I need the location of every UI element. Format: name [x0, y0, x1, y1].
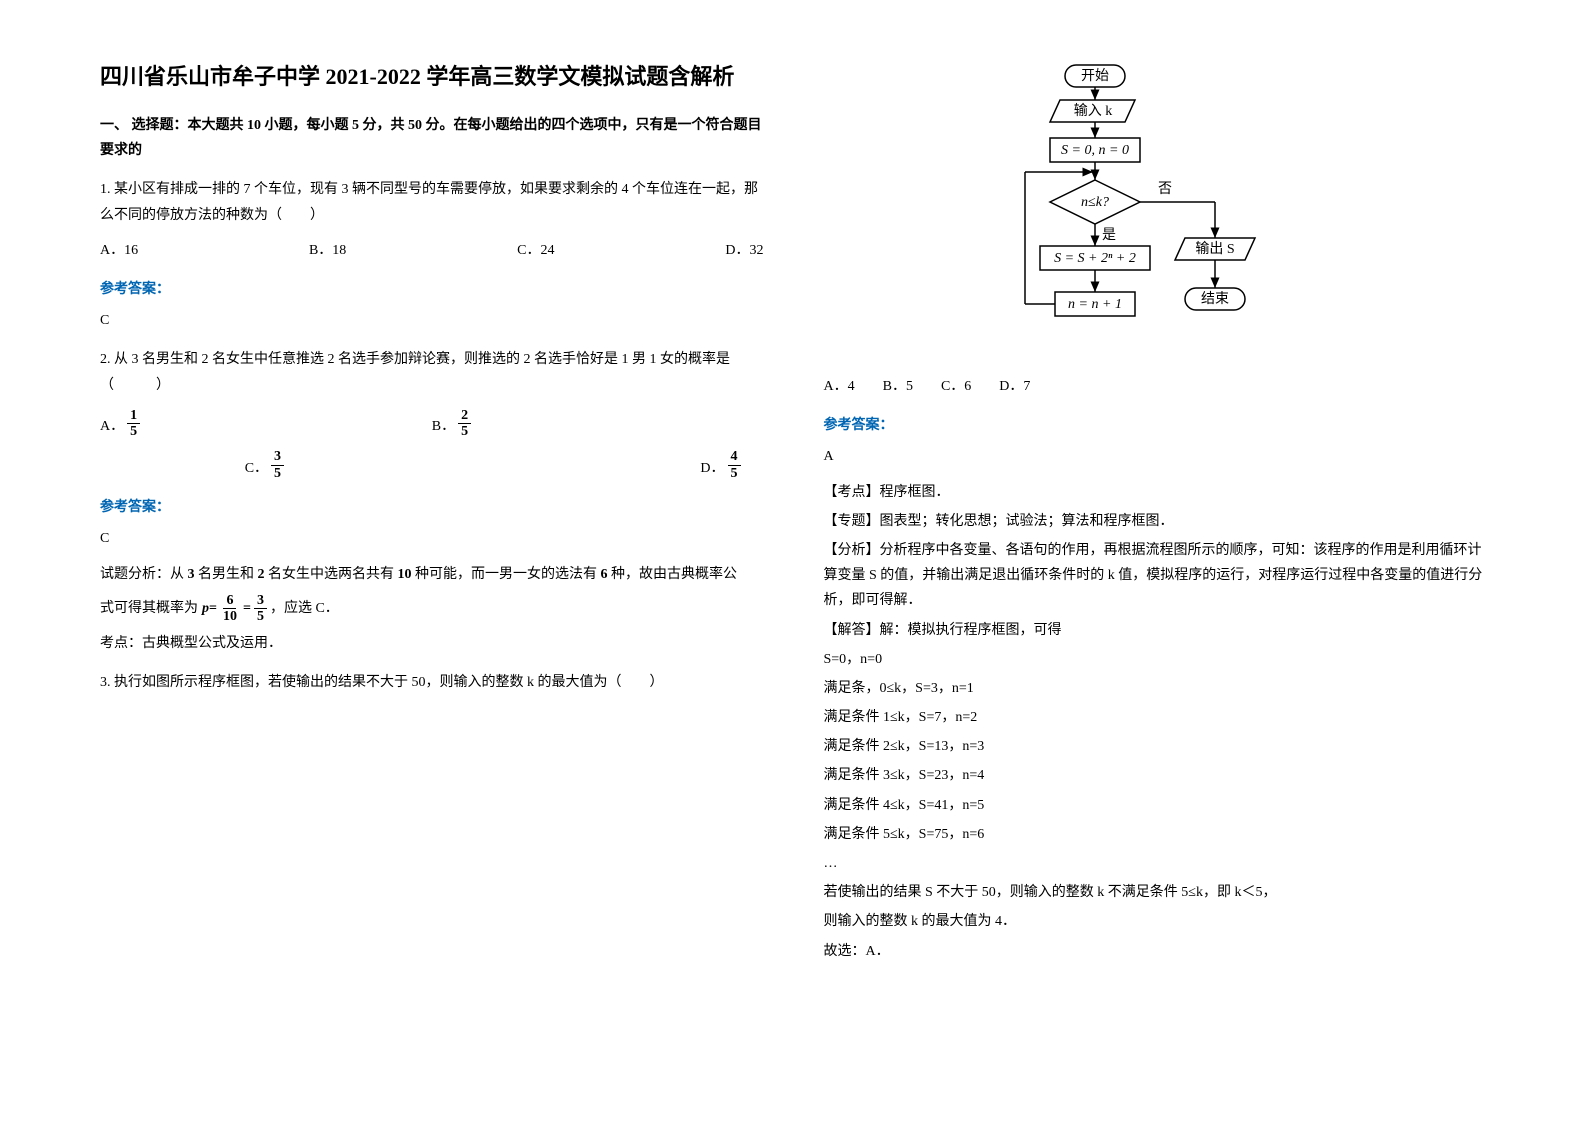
- q1-opt-b: B．18: [309, 238, 346, 263]
- q2-frac1-den: 10: [220, 609, 240, 624]
- frac-d-num: 4: [728, 449, 741, 465]
- flow-end: 结束: [1201, 291, 1229, 307]
- q2-frac2-den: 5: [254, 609, 267, 624]
- flowchart: 开始 输入 k S = 0, n = 0 n≤k? 否 输出 S 结束 是 S …: [1005, 60, 1305, 360]
- left-column: 四川省乐山市牟子中学 2021-2022 学年高三数学文模拟试题含解析 一、 选…: [0, 0, 794, 1122]
- q2-e1c: 名女生中选两名共有: [268, 567, 394, 582]
- question-1: 1. 某小区有排成一排的 7 个车位，现有 3 辆不同型号的车需要停放，如果要求…: [100, 177, 764, 227]
- q3-options: A．4 B．5 C．6 D．7: [824, 374, 1488, 399]
- q3-answer-label: 参考答案：: [824, 413, 1488, 438]
- frac-b: 2 5: [458, 408, 471, 440]
- q2-answer: C: [100, 526, 764, 551]
- q3-l2: 满足条件 1≤k，S=7，n=2: [824, 705, 1488, 730]
- q2-answer-label: 参考答案：: [100, 495, 764, 520]
- frac-a-den: 5: [127, 424, 140, 439]
- q1-options: A．16 B．18 C．24 D．32: [100, 238, 764, 263]
- q2-row2: C． 3 5 D． 4 5: [100, 449, 764, 481]
- q1-opt-c: C．24: [517, 238, 554, 263]
- q3-l4: 满足条件 3≤k，S=23，n=4: [824, 763, 1488, 788]
- flow-out: 输出 S: [1196, 241, 1235, 257]
- q2-e1d: 种可能，而一男一女的选法有: [415, 567, 597, 582]
- question-3: 3. 执行如图所示程序框图，若使输出的结果不大于 50，则输入的整数 k 的最大…: [100, 670, 764, 695]
- q3-c1: 若使输出的结果 S 不大于 50，则输入的整数 k 不满足条件 5≤k，即 k＜…: [824, 880, 1488, 905]
- q2-kd: 考点：古典概型公式及运用．: [100, 631, 764, 656]
- q2-row1: A． 1 5 B． 2 5: [100, 408, 764, 440]
- flow-yes: 是: [1102, 228, 1116, 243]
- frac-d: 4 5: [728, 449, 741, 481]
- q2-opt-a: A． 1 5: [100, 408, 432, 440]
- q3-init: S=0，n=0: [824, 647, 1488, 672]
- q2-opt-c: C． 3 5: [100, 449, 432, 481]
- page-title: 四川省乐山市牟子中学 2021-2022 学年高三数学文模拟试题含解析: [100, 60, 764, 93]
- right-column: 开始 输入 k S = 0, n = 0 n≤k? 否 输出 S 结束 是 S …: [794, 0, 1587, 1122]
- opt-c-label: C．: [245, 456, 268, 481]
- q2-e2: 2: [258, 567, 265, 582]
- q2-e1a: 试题分析：从: [100, 567, 184, 582]
- flow-init: S = 0, n = 0: [1061, 143, 1129, 158]
- q2-e1e: 种，故由古典概率公: [611, 567, 737, 582]
- frac-b-num: 2: [458, 408, 471, 424]
- q3-dots: …: [824, 851, 1488, 876]
- q2-opt-b: B． 2 5: [432, 408, 764, 440]
- q2-e6: 6: [601, 567, 608, 582]
- frac-c: 3 5: [271, 449, 284, 481]
- q1-opt-a: A．16: [100, 238, 138, 263]
- q2-e3: 3: [188, 567, 195, 582]
- q2-pvar: p: [202, 596, 209, 621]
- q2-e10: 10: [398, 567, 412, 582]
- flow-inc: n = n + 1: [1068, 297, 1122, 312]
- frac-c-den: 5: [271, 466, 284, 481]
- q3-l1: 满足条，0≤k，S=3，n=1: [824, 676, 1488, 701]
- q3-jd0: 【解答】解：模拟执行程序框图，可得: [824, 618, 1488, 643]
- q3-fx: 【分析】分析程序中各变量、各语句的作用，再根据流程图所示的顺序，可知：该程序的作…: [824, 538, 1488, 614]
- q2-e2b: ，应选 C．: [270, 596, 339, 621]
- opt-a-label: A．: [100, 414, 124, 439]
- flow-no: 否: [1158, 182, 1172, 197]
- q3-l6: 满足条件 5≤k，S=75，n=6: [824, 822, 1488, 847]
- frac-b-den: 5: [458, 424, 471, 439]
- q2-explain-line1: 试题分析：从 3 名男生和 2 名女生中选两名共有 10 种可能，而一男一女的选…: [100, 562, 764, 587]
- q2-eq1: =: [209, 596, 217, 621]
- q3-c3: 故选：A．: [824, 939, 1488, 964]
- q2-explain-line2: 式可得其概率为 p = 6 10 = 3 5 ，应选 C．: [100, 593, 339, 625]
- frac-c-num: 3: [271, 449, 284, 465]
- question-2: 2. 从 3 名男生和 2 名女生中任意推选 2 名选手参加辩论赛，则推选的 2…: [100, 347, 764, 397]
- flow-cond: n≤k?: [1081, 195, 1109, 210]
- frac-a: 1 5: [127, 408, 140, 440]
- opt-b-label: B．: [432, 414, 455, 439]
- q3-l5: 满足条件 4≤k，S=41，n=5: [824, 793, 1488, 818]
- q1-opt-d: D．32: [725, 238, 763, 263]
- q2-frac2-num: 3: [254, 593, 267, 609]
- section-1-header: 一、 选择题：本大题共 10 小题，每小题 5 分，共 50 分。在每小题给出的…: [100, 113, 764, 163]
- flow-start: 开始: [1081, 68, 1109, 84]
- q2-e2a: 式可得其概率为: [100, 596, 198, 621]
- flow-input: 输入 k: [1074, 103, 1113, 119]
- opt-d-label: D．: [700, 456, 724, 481]
- frac-d-den: 5: [728, 466, 741, 481]
- q2-opt-d: D． 4 5: [432, 449, 764, 481]
- q3-zt: 【专题】图表型；转化思想；试验法；算法和程序框图．: [824, 509, 1488, 534]
- q2-frac1: 6 10: [220, 593, 240, 625]
- q3-answer: A: [824, 444, 1488, 469]
- q2-frac2: 3 5: [254, 593, 267, 625]
- q3-c2: 则输入的整数 k 的最大值为 4．: [824, 909, 1488, 934]
- q2-e1b: 名男生和: [198, 567, 254, 582]
- flow-upd: S = S + 2ⁿ + 2: [1054, 251, 1136, 266]
- q2-eq2: =: [243, 596, 251, 621]
- q1-answer-label: 参考答案：: [100, 277, 764, 302]
- q3-l3: 满足条件 2≤k，S=13，n=3: [824, 734, 1488, 759]
- q2-frac1-num: 6: [223, 593, 236, 609]
- q1-answer: C: [100, 308, 764, 333]
- frac-a-num: 1: [127, 408, 140, 424]
- q3-kd: 【考点】程序框图．: [824, 480, 1488, 505]
